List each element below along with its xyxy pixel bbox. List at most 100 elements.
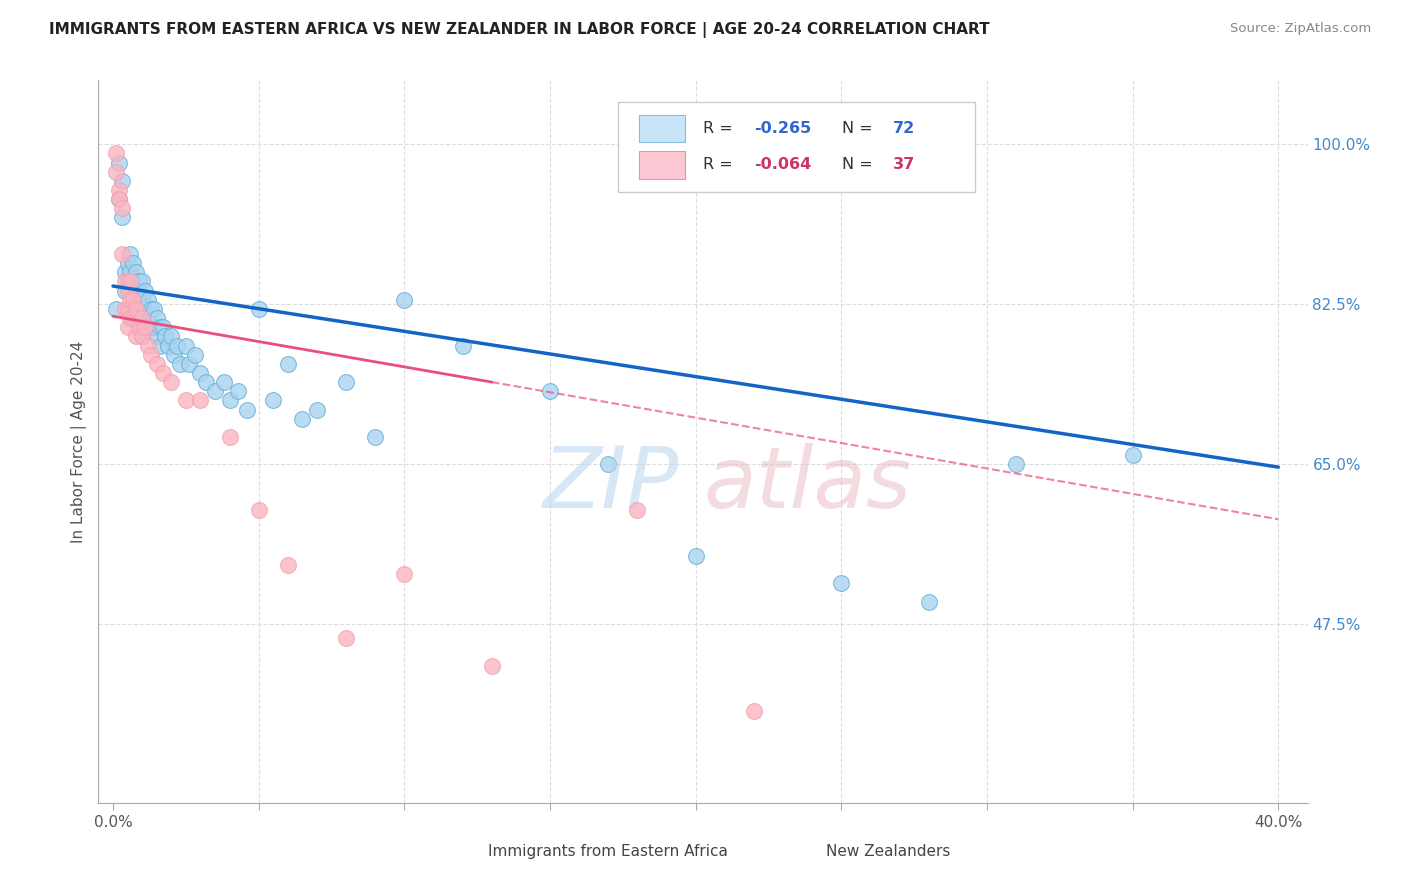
- Point: [111, 247, 134, 261]
- Point: [128, 320, 150, 334]
- Text: New Zealanders: New Zealanders: [827, 845, 950, 859]
- Point: [128, 293, 150, 307]
- Point: [451, 338, 474, 352]
- Point: [108, 155, 131, 169]
- Point: [247, 503, 270, 517]
- Text: -0.064: -0.064: [754, 157, 811, 172]
- Point: [125, 301, 148, 316]
- Point: [134, 301, 156, 316]
- Point: [145, 329, 167, 343]
- Point: [111, 211, 134, 225]
- Point: [157, 338, 180, 352]
- Text: Immigrants from Eastern Africa: Immigrants from Eastern Africa: [488, 845, 728, 859]
- Point: [125, 284, 148, 298]
- Point: [183, 348, 205, 362]
- Point: [277, 558, 299, 572]
- Point: [114, 265, 136, 279]
- Point: [166, 338, 188, 352]
- Point: [538, 384, 561, 399]
- Bar: [638, 115, 685, 143]
- Point: [394, 567, 416, 582]
- Point: [131, 329, 153, 343]
- Point: [155, 329, 177, 343]
- Point: [335, 375, 357, 389]
- Point: [120, 275, 142, 289]
- Point: [131, 329, 153, 343]
- Point: [160, 329, 183, 343]
- Point: [218, 430, 240, 444]
- Point: [364, 430, 387, 444]
- Point: [139, 301, 162, 316]
- Point: [626, 503, 648, 517]
- Point: [117, 301, 139, 316]
- Point: [145, 357, 167, 371]
- Point: [918, 594, 941, 608]
- Point: [131, 311, 153, 326]
- Point: [136, 293, 159, 307]
- Point: [335, 631, 357, 645]
- Point: [481, 658, 503, 673]
- Point: [117, 301, 139, 316]
- Point: [226, 384, 249, 399]
- Point: [262, 393, 284, 408]
- Point: [131, 275, 153, 289]
- Point: [195, 375, 218, 389]
- Bar: [638, 151, 685, 178]
- Point: [122, 275, 145, 289]
- Point: [1005, 458, 1028, 472]
- Point: [247, 301, 270, 316]
- Text: N =: N =: [842, 157, 877, 172]
- Point: [394, 293, 416, 307]
- Text: ZIP: ZIP: [543, 443, 679, 526]
- Point: [128, 320, 150, 334]
- Point: [120, 265, 142, 279]
- Y-axis label: In Labor Force | Age 20-24: In Labor Force | Age 20-24: [72, 341, 87, 542]
- FancyBboxPatch shape: [619, 102, 976, 193]
- Point: [163, 348, 186, 362]
- Point: [190, 393, 212, 408]
- Point: [134, 320, 156, 334]
- Point: [160, 375, 183, 389]
- Point: [598, 458, 620, 472]
- Point: [169, 357, 191, 371]
- Point: [142, 320, 165, 334]
- Point: [152, 366, 174, 380]
- Point: [125, 301, 148, 316]
- Point: [111, 174, 134, 188]
- Text: IMMIGRANTS FROM EASTERN AFRICA VS NEW ZEALANDER IN LABOR FORCE | AGE 20-24 CORRE: IMMIGRANTS FROM EASTERN AFRICA VS NEW ZE…: [49, 22, 990, 38]
- Point: [104, 165, 127, 179]
- Point: [128, 275, 150, 289]
- Point: [108, 192, 131, 206]
- Point: [190, 366, 212, 380]
- Point: [108, 183, 131, 197]
- Point: [117, 284, 139, 298]
- Point: [114, 275, 136, 289]
- Point: [120, 293, 142, 307]
- Point: [120, 247, 142, 261]
- Text: -0.265: -0.265: [754, 121, 811, 136]
- Point: [114, 284, 136, 298]
- Point: [131, 293, 153, 307]
- Point: [122, 256, 145, 270]
- Point: [120, 284, 142, 298]
- Point: [174, 338, 197, 352]
- Point: [136, 338, 159, 352]
- Point: [120, 311, 142, 326]
- Text: 72: 72: [893, 121, 915, 136]
- Point: [125, 329, 148, 343]
- Point: [122, 293, 145, 307]
- Point: [277, 357, 299, 371]
- Point: [145, 311, 167, 326]
- Text: atlas: atlas: [703, 443, 911, 526]
- Bar: [443, 838, 479, 865]
- Bar: [782, 838, 818, 865]
- Point: [136, 311, 159, 326]
- Point: [236, 402, 259, 417]
- Point: [291, 411, 314, 425]
- Point: [152, 320, 174, 334]
- Point: [174, 393, 197, 408]
- Point: [305, 402, 328, 417]
- Point: [117, 256, 139, 270]
- Point: [108, 192, 131, 206]
- Point: [117, 320, 139, 334]
